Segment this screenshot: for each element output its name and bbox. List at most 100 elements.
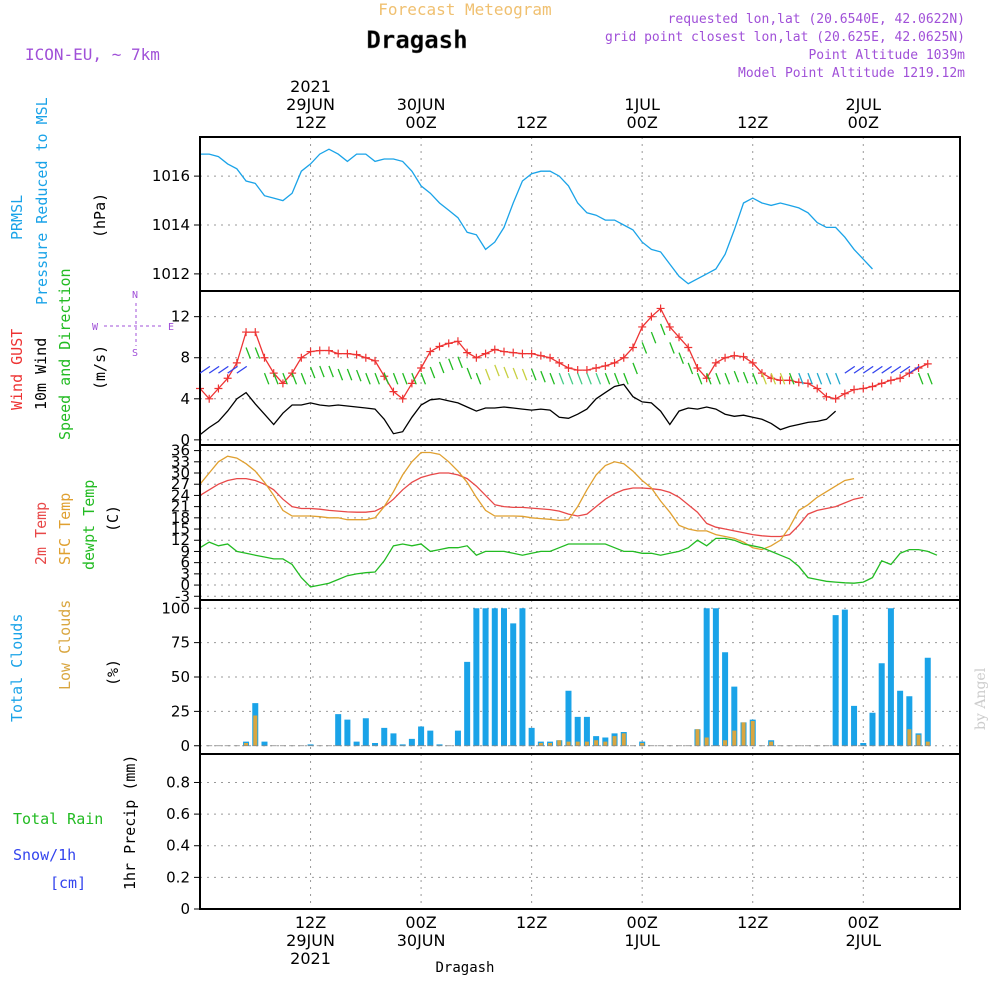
gust-marker xyxy=(619,353,628,362)
gust-marker xyxy=(656,304,665,313)
low-cloud-bar xyxy=(621,733,626,746)
gust-marker xyxy=(417,364,426,372)
y-tick-label: 15 xyxy=(171,520,190,538)
gust-marker xyxy=(269,369,278,378)
time-label-bottom: 1JUL xyxy=(624,931,660,950)
wind-arrow xyxy=(199,365,211,374)
gust-marker xyxy=(481,349,490,358)
wind-arrow xyxy=(282,372,288,385)
total-cloud-bar xyxy=(510,623,517,746)
low-cloud-bar xyxy=(548,743,553,746)
wind-arrow xyxy=(835,372,841,385)
wind-arrow xyxy=(402,372,408,385)
time-label-top: 00Z xyxy=(627,113,658,132)
wind-arrow xyxy=(724,372,731,385)
gust-marker xyxy=(472,353,481,362)
wind-panel-frame xyxy=(199,290,961,446)
wind-arrow xyxy=(448,358,454,371)
y-tick-label: 24 xyxy=(171,486,190,504)
gust-marker xyxy=(804,379,812,388)
gust-marker xyxy=(324,346,333,355)
low-cloud-bar xyxy=(695,729,700,746)
wind-arrow xyxy=(392,372,399,385)
y-tick-label: 9 xyxy=(180,542,190,560)
gust-marker xyxy=(730,351,739,360)
gust-marker xyxy=(647,312,656,321)
wind-arrow xyxy=(337,368,344,381)
low-cloud-bar xyxy=(925,741,930,746)
time-label-bottom: 00Z xyxy=(627,913,658,932)
total-cloud-bar xyxy=(427,730,434,746)
wind-arrow xyxy=(346,368,353,381)
gust-marker xyxy=(260,353,269,362)
rain-label: Total Rain xyxy=(13,810,103,828)
wind-arrow xyxy=(595,372,602,385)
wind-arrow xyxy=(706,372,712,385)
time-label-top: 00Z xyxy=(848,113,879,132)
gust-marker xyxy=(896,374,905,383)
wind-arrow xyxy=(356,369,362,382)
time-label-bottom: 12Z xyxy=(516,913,547,932)
time-label-top: 00Z xyxy=(405,113,436,132)
total-cloud-bar xyxy=(519,608,526,746)
requested-coords: requested lon,lat (20.6540E, 42.0622N) xyxy=(668,12,965,27)
gust-marker xyxy=(739,352,748,361)
gust-marker xyxy=(573,366,582,375)
wind-arrow xyxy=(779,372,786,385)
gust-marker xyxy=(352,350,361,359)
wind-arrow xyxy=(752,372,758,385)
wind10-label: 10m Wind xyxy=(32,338,50,410)
gust-marker xyxy=(582,366,591,375)
gust-marker xyxy=(923,359,932,368)
gust-marker xyxy=(592,364,601,372)
gust-marker xyxy=(684,343,693,352)
gust-marker xyxy=(407,379,416,388)
wind-arrow xyxy=(438,361,445,374)
time-label-bottom: 2JUL xyxy=(846,931,882,950)
pressure-unit-label: (hPa) xyxy=(91,193,109,238)
time-label-top: 30JUN xyxy=(397,95,446,114)
gust-marker xyxy=(693,364,702,372)
point-altitude: Point Altitude 1039m xyxy=(808,48,965,63)
wind-arrow xyxy=(309,366,316,379)
gust-marker xyxy=(242,328,251,337)
gust-marker xyxy=(223,374,232,383)
gust-marker xyxy=(813,384,822,393)
wind-arrow xyxy=(604,372,611,385)
wind-arrow xyxy=(263,372,270,385)
gust-marker xyxy=(343,349,352,358)
compass-w: W xyxy=(92,322,99,333)
total-cloud-bar xyxy=(897,690,904,746)
wind-arrow xyxy=(917,372,924,385)
total-cloud-bar xyxy=(399,744,406,746)
gust-label: Wind GUST xyxy=(8,329,26,410)
wind-arrow xyxy=(807,372,813,385)
gust-marker xyxy=(638,322,647,331)
gust-marker xyxy=(251,328,260,337)
y-tick-label: 21 xyxy=(171,498,190,516)
total-cloud-bar xyxy=(408,738,415,746)
compass-n: N xyxy=(132,290,138,301)
wind-dir-label: Speed and Direction xyxy=(56,268,74,440)
cloud-unit-label: (%) xyxy=(104,659,122,686)
wind-arrow xyxy=(457,356,463,369)
compass-e: E xyxy=(168,322,174,333)
low-cloud-bar xyxy=(723,740,728,746)
precip-panel-frame xyxy=(199,753,961,910)
gust-marker xyxy=(721,353,730,362)
dew-label: dewpt Temp xyxy=(80,480,98,570)
low-cloud-bar xyxy=(732,730,737,746)
sfc-label: SFC Temp xyxy=(56,493,74,565)
y-tick-label: 18 xyxy=(171,509,190,527)
model-altitude: Model Point Altitude 1219.12m xyxy=(738,66,965,81)
gust-marker xyxy=(232,358,241,367)
wind-arrow xyxy=(300,372,307,385)
time-label-bottom: 12Z xyxy=(737,913,768,932)
wind-arrow xyxy=(429,366,436,379)
y-tick-label: 25 xyxy=(171,702,190,720)
low-cloud-bar xyxy=(566,741,571,746)
wind-arrow xyxy=(899,365,911,374)
wind-arrow xyxy=(641,342,648,354)
dewpt-temp-series-line xyxy=(199,537,938,588)
